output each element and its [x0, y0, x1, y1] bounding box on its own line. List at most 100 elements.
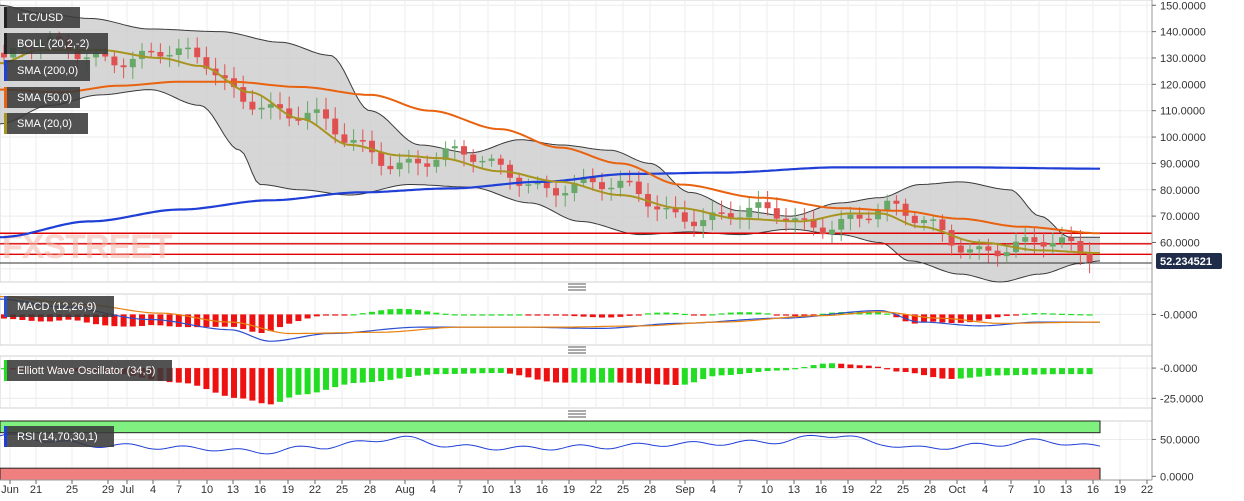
- date-tick-label: 28: [924, 484, 936, 496]
- legend-sma-20[interactable]: SMA (20,0): [4, 113, 88, 134]
- date-tick-label: 13: [227, 484, 239, 496]
- ewo-bar: [378, 368, 385, 382]
- candle-body: [166, 54, 173, 57]
- ewo-bar: [543, 368, 550, 382]
- date-tick-label: 13: [1060, 484, 1072, 496]
- ewo-bar: [599, 368, 605, 383]
- sma-50-line: [0, 80, 1100, 235]
- macd-bar: [1031, 313, 1038, 315]
- ewo-bar: [212, 368, 219, 393]
- ewo-bar: [534, 368, 541, 380]
- candle-body: [976, 246, 983, 250]
- ewo-bar: [405, 368, 412, 377]
- candle-body: [313, 109, 320, 113]
- macd-tick-label: -0.0000: [1160, 309, 1197, 321]
- date-tick-label: Aug: [395, 484, 415, 496]
- macd-bar: [819, 313, 826, 315]
- ewo-bar: [286, 368, 293, 398]
- macd-bar: [994, 314, 1001, 318]
- candle-body: [1, 52, 7, 58]
- macd-bar: [470, 314, 477, 316]
- date-tick-label: 4: [710, 484, 716, 496]
- macd-bar: [277, 314, 283, 328]
- candle-body: [203, 57, 210, 69]
- ewo-bar: [1068, 368, 1075, 375]
- macd-bar: [985, 314, 992, 319]
- ewo-bar: [773, 368, 780, 371]
- ewo-bar: [461, 368, 467, 374]
- candle-body: [562, 193, 569, 196]
- candle-body: [589, 177, 596, 183]
- macd-bar: [139, 314, 145, 326]
- macd-bar: [865, 312, 872, 315]
- candle-body: [74, 50, 81, 60]
- ewo-bar: [1022, 368, 1029, 375]
- ewo-bar: [911, 368, 918, 374]
- date-tick-label: 4: [982, 484, 988, 496]
- macd-signal-line: [0, 296, 1100, 335]
- price-tick-label: 100.0000: [1160, 132, 1206, 144]
- candle-body: [1068, 237, 1075, 242]
- candle-body: [856, 214, 863, 219]
- date-tick-label: 22: [870, 484, 882, 496]
- macd-bar: [461, 314, 467, 316]
- candle-body: [323, 109, 329, 119]
- legend-symbol[interactable]: LTC/USD: [4, 7, 80, 28]
- svg-text:Elliott Wave Oscillator (34,5): Elliott Wave Oscillator (34,5): [17, 365, 155, 377]
- macd-bar: [902, 314, 909, 322]
- date-tick-label: 16: [536, 484, 548, 496]
- macd-bar: [691, 314, 697, 316]
- ewo-bar: [424, 368, 431, 375]
- candle-body: [1031, 237, 1038, 243]
- macd-bar: [267, 314, 274, 332]
- candle-body: [1040, 242, 1047, 247]
- candle-body: [1003, 252, 1010, 257]
- macd-bar: [1068, 313, 1075, 316]
- ewo-bar: [313, 368, 320, 393]
- macd-bar: [65, 314, 72, 320]
- candle-body: [672, 207, 679, 213]
- macd-bar: [1022, 313, 1029, 315]
- candle-body: [83, 57, 90, 60]
- ewo-bar: [1003, 368, 1010, 376]
- macd-bar: [221, 314, 228, 327]
- legend-boll[interactable]: BOLL (20,2,-2): [4, 33, 108, 54]
- price-tick-label: 70.0000: [1160, 211, 1200, 223]
- macd-bar: [516, 314, 523, 316]
- date-tick-label: 13: [788, 484, 800, 496]
- ewo-bar: [994, 368, 1001, 376]
- candle-body: [1059, 237, 1065, 243]
- panel-resize-handles[interactable]: [568, 283, 586, 418]
- candle-body: [847, 214, 854, 219]
- macd-bar: [313, 314, 320, 317]
- svg-text:SMA (50,0): SMA (50,0): [17, 92, 72, 104]
- legend-rsi[interactable]: RSI (14,70,30,1): [4, 426, 114, 447]
- ewo-bar: [203, 368, 210, 390]
- price-tick-label: 60.0000: [1160, 237, 1200, 249]
- candle-body: [608, 187, 615, 190]
- ewo-bar: [838, 363, 845, 369]
- ewo-bar: [240, 368, 247, 399]
- candle-body: [488, 158, 495, 161]
- ewo-bar: [847, 364, 854, 369]
- price-tick-label: 130.0000: [1160, 53, 1206, 65]
- macd-bar: [175, 314, 182, 327]
- ewo-bar: [415, 368, 421, 376]
- candle-body: [921, 219, 927, 224]
- date-tick-label: 25: [897, 484, 909, 496]
- legend-sma-200[interactable]: SMA (200,0): [4, 60, 90, 81]
- date-tick-label: 19: [563, 484, 575, 496]
- legend-sma-50[interactable]: SMA (50,0): [4, 87, 80, 108]
- legend-ewo[interactable]: Elliott Wave Oscillator (34,5): [4, 360, 172, 381]
- ewo-bar: [341, 368, 348, 385]
- macd-bar: [111, 314, 118, 327]
- rsi-tick-label: 0.0000: [1160, 471, 1194, 483]
- macd-bar: [341, 314, 348, 316]
- legend-macd[interactable]: MACD (12,26,9): [4, 296, 114, 317]
- macd-bar: [635, 314, 642, 316]
- candle-body: [433, 159, 440, 167]
- candle-body: [525, 184, 532, 186]
- ewo-bar: [948, 368, 955, 379]
- macd-bar: [332, 314, 339, 316]
- ewo-bar: [902, 368, 909, 372]
